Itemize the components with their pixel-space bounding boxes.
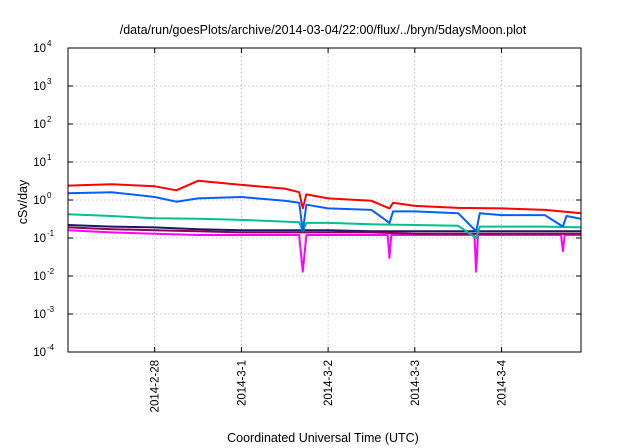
y-tick-exponent: -1	[47, 229, 55, 238]
series-line	[67, 179, 582, 215]
x-tick-label: 2014-2-28	[150, 360, 162, 412]
series-line	[67, 229, 581, 273]
y-tick-label: 104	[33, 39, 52, 55]
series-line	[67, 191, 582, 233]
y-tick-exponent: -3	[47, 305, 55, 314]
x-axis-label: Coordinated Universal Time (UTC)	[227, 431, 419, 445]
series-line	[67, 213, 582, 239]
y-tick-exponent: 3	[47, 77, 52, 86]
y-tick-exponent: 2	[47, 115, 52, 124]
y-tick-exponent: -2	[47, 267, 55, 276]
y-tick-label: 103	[33, 77, 52, 93]
x-tick-label: 2014-3-3	[410, 360, 422, 406]
y-tick-exponent: 0	[47, 191, 52, 200]
series-line	[67, 226, 581, 235]
chart-title: /data/run/goesPlots/archive/2014-03-04/2…	[120, 23, 527, 37]
y-tick-label: 102	[33, 115, 52, 131]
x-tick-label: 2014-3-2	[323, 360, 335, 406]
y-tick-label: 101	[33, 153, 52, 169]
plot-frame	[67, 47, 582, 353]
y-axis-label: cSv/day	[16, 179, 30, 224]
y-tick-label: 10-1	[33, 229, 54, 245]
series-lines	[67, 179, 582, 273]
y-tick-exponent: -4	[47, 343, 55, 352]
y-tick-label: 10-3	[33, 305, 54, 321]
x-tick-label: 2014-3-1	[236, 360, 248, 406]
grid	[68, 48, 581, 352]
y-tick-label: 10-2	[33, 267, 54, 283]
y-tick-exponent: 4	[47, 39, 52, 48]
y-tick-label: 10-4	[33, 343, 54, 359]
y-tick-label: 100	[33, 191, 52, 207]
series-line	[67, 224, 581, 233]
y-tick-exponent: 1	[47, 153, 52, 162]
x-tick-label: 2014-3-4	[497, 359, 509, 406]
